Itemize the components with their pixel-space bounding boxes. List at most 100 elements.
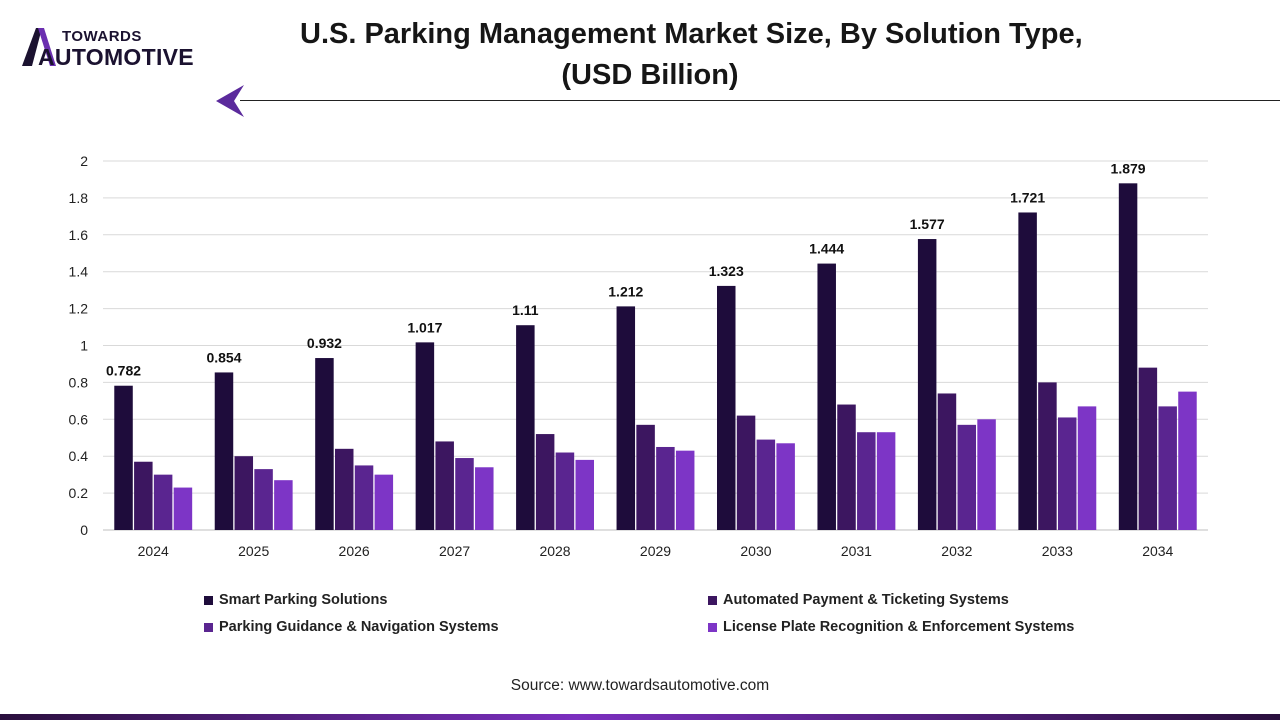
bar-guidance-2030 [756, 439, 776, 530]
y-tick-label: 0.2 [69, 485, 89, 501]
legend: Smart Parking Solutions Automated Paymen… [0, 590, 1280, 640]
y-tick-label: 1.4 [69, 264, 89, 280]
y-tick-label: 1.6 [69, 227, 89, 243]
x-axis-ticks: 2024 2025 2026 2027 2028 2029 2030 2031 2032 2033… [138, 543, 1174, 559]
legend-swatch [708, 595, 717, 605]
bar-smart-2033 [1018, 212, 1037, 530]
logo-text-bottom: AUTOMOTIVE [38, 44, 194, 70]
bar-guidance-2024 [153, 474, 173, 530]
bar-guidance-2028 [555, 452, 575, 530]
bar-guidance-2026 [354, 465, 374, 530]
value-label: 0.854 [206, 349, 241, 365]
bar-guidance-2031 [857, 432, 876, 530]
bar-smart-2031 [817, 263, 836, 530]
y-tick-label: 0.4 [69, 448, 89, 464]
bar-smart-2029 [616, 306, 636, 530]
bar-payment-2024 [134, 461, 153, 530]
bar-guidance-2025 [254, 469, 273, 530]
bar-license-2029 [675, 450, 695, 530]
y-tick-label: 1 [80, 338, 88, 354]
value-label: 1.323 [709, 263, 744, 279]
x-tick-label: 2024 [138, 543, 169, 559]
legend-label: License Plate Recognition & Enforcement … [723, 619, 1075, 635]
bar-smart-2034 [1118, 183, 1138, 530]
bar-license-2031 [876, 432, 896, 530]
bar-license-2027 [475, 467, 494, 530]
x-tick-label: 2030 [740, 543, 771, 559]
arrow-left-icon [216, 85, 244, 117]
bar-guidance-2027 [455, 458, 474, 530]
x-tick-label: 2032 [941, 543, 972, 559]
bar-license-2024 [173, 487, 193, 530]
bar-payment-2026 [334, 448, 354, 530]
x-tick-label: 2025 [238, 543, 269, 559]
bar-license-2028 [575, 459, 594, 530]
bar-payment-2031 [837, 404, 856, 530]
x-tick-label: 2027 [439, 543, 470, 559]
legend-item-license-plate[interactable]: License Plate Recognition & Enforcement … [708, 619, 1074, 635]
value-label: 1.721 [1010, 189, 1045, 205]
bar-payment-2032 [937, 393, 957, 530]
x-tick-label: 2028 [539, 543, 570, 559]
x-tick-label: 2033 [1042, 543, 1073, 559]
bar-license-2032 [977, 419, 996, 530]
bar-smart-2032 [917, 239, 937, 530]
legend-item-automated-payment[interactable]: Automated Payment & Ticketing Systems [708, 592, 1009, 608]
bar-payment-2034 [1138, 367, 1158, 530]
legend-item-smart-parking[interactable]: Smart Parking Solutions [204, 592, 387, 608]
x-tick-label: 2031 [841, 543, 872, 559]
value-label: 0.782 [106, 363, 141, 379]
chart-title: U.S. Parking Management Market Size, By … [300, 18, 1083, 50]
bar-license-2033 [1077, 406, 1097, 530]
title-divider [240, 100, 1280, 101]
bar-payment-2029 [636, 424, 655, 530]
legend-label: Automated Payment & Ticketing Systems [723, 592, 1009, 608]
x-tick-label: 2029 [640, 543, 671, 559]
value-label: 0.932 [307, 335, 342, 351]
legend-item-parking-guidance[interactable]: Parking Guidance & Navigation Systems [204, 619, 499, 635]
bar-smart-2028 [516, 325, 535, 530]
y-axis-ticks: 0 0.2 0.4 0.6 0.8 1 1.2 1.4 1.6 1.8 2 [69, 153, 89, 538]
bar-guidance-2032 [957, 424, 977, 530]
value-label: 1.11 [512, 302, 539, 318]
value-label: 1.577 [910, 216, 945, 232]
bar-smart-2026 [315, 358, 334, 530]
bar-payment-2027 [435, 441, 454, 530]
bar-guidance-2029 [656, 446, 675, 530]
brand-logo: TOWARDS AUTOMOTIVE [20, 26, 230, 74]
bar-license-2026 [374, 474, 394, 530]
y-tick-label: 1.2 [69, 301, 89, 317]
value-label: 1.879 [1111, 160, 1146, 176]
legend-label: Smart Parking Solutions [219, 592, 388, 608]
bar-payment-2028 [535, 434, 555, 530]
y-tick-label: 0 [80, 522, 88, 538]
bar-license-2025 [274, 480, 293, 530]
chart-subtitle: (USD Billion) [561, 59, 739, 91]
bar-license-2030 [776, 443, 795, 530]
bar-smart-2025 [214, 372, 234, 530]
chart-title-block: U.S. Parking Management Market Size, By … [300, 14, 1083, 96]
legend-swatch [204, 595, 213, 605]
bottom-accent-bar [0, 714, 1280, 720]
x-tick-label: 2034 [1142, 543, 1173, 559]
bar-smart-2030 [717, 285, 736, 530]
bar-smart-2027 [415, 342, 435, 530]
y-tick-label: 2 [80, 153, 88, 169]
legend-label: Parking Guidance & Navigation Systems [219, 619, 499, 635]
bar-payment-2033 [1038, 382, 1057, 530]
y-tick-label: 0.6 [69, 411, 89, 427]
value-label: 1.444 [809, 241, 844, 257]
value-label: 1.017 [407, 319, 442, 335]
logo-text-top: TOWARDS [62, 28, 142, 45]
bar-chart: 00.20.40.60.811.21.41.61.82 0.7820.8540.… [69, 153, 1208, 559]
bars [114, 183, 1197, 530]
bar-payment-2030 [736, 415, 756, 530]
value-label: 1.212 [608, 283, 643, 299]
legend-swatch [204, 622, 213, 632]
value-labels: 0.782 0.854 0.932 1.017 1.11 1.212 1.323 1.444 1… [106, 160, 1146, 378]
y-tick-label: 0.8 [69, 374, 89, 390]
bar-license-2034 [1178, 391, 1197, 530]
bar-smart-2024 [114, 385, 133, 530]
x-tick-label: 2026 [339, 543, 370, 559]
bar-payment-2025 [234, 456, 254, 530]
